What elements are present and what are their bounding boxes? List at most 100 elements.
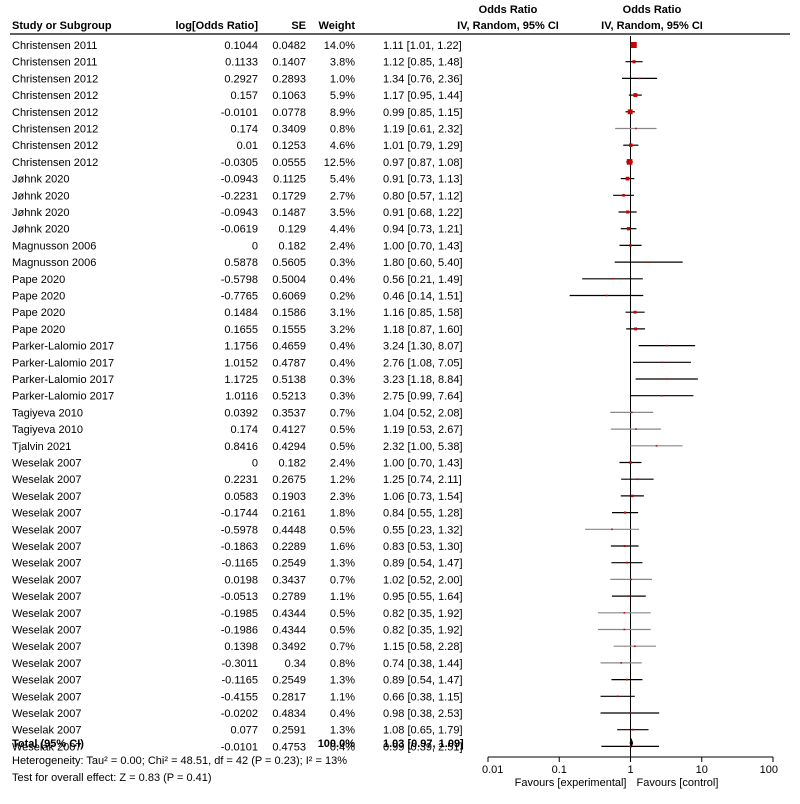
- ci-text: 1.19 [0.53, 2.67]: [383, 424, 463, 436]
- weight-value: 0.5%: [330, 524, 355, 536]
- point-estimate: [634, 645, 636, 647]
- column-headers: Odds Ratio Odds Ratio Study or Subgroup …: [10, 4, 790, 35]
- study-name: Tjalvin 2021: [12, 441, 71, 453]
- weight-value: 0.3%: [330, 257, 355, 269]
- log-or-value: 1.0116: [225, 391, 258, 403]
- study-name: Jøhnk 2020: [12, 207, 69, 219]
- ci-text: 0.91 [0.68, 1.22]: [383, 207, 463, 219]
- ci-text: 2.75 [0.99, 7.64]: [383, 391, 463, 403]
- ci-text: 0.97 [0.87, 1.08]: [383, 157, 463, 169]
- favours-left-label: Favours [experimental]: [515, 777, 627, 789]
- weight-value: 0.2%: [330, 291, 355, 303]
- log-or-value: 0.2927: [224, 73, 258, 85]
- x-tick-label: 1: [627, 764, 633, 776]
- weight-value: 2.3%: [330, 491, 355, 503]
- ci-text: 1.11 [1.01, 1.22]: [383, 40, 462, 52]
- ci-text: 0.94 [0.73, 1.21]: [383, 224, 463, 236]
- ci-text: 0.99 [0.39, 2.51]: [383, 741, 463, 753]
- study-row: Weselak 2007 -0.1165 0.2549 1.3% 0.89 [0.54,…: [12, 675, 463, 687]
- weight-value: 8.9%: [330, 107, 355, 119]
- study-row: Parker-Lalomio 2017 1.1756 0.4659 0.4% 3.24 …: [12, 341, 463, 353]
- log-or-value: 0.0392: [224, 407, 258, 419]
- point-estimate: [638, 77, 641, 80]
- study-row: Christensen 2012 -0.0305 0.0555 12.5% 0.97 […: [12, 157, 463, 169]
- point-estimate: [630, 578, 632, 581]
- point-estimate: [629, 712, 631, 714]
- ci-text: 0.74 [0.38, 1.44]: [383, 658, 463, 670]
- total-weight: 100.0%: [318, 738, 356, 750]
- log-or-value: 0.0198: [224, 574, 258, 586]
- log-or-value: -0.1165: [222, 675, 259, 687]
- ci-text: 0.46 [0.14, 1.51]: [383, 291, 463, 303]
- se-value: 0.5605: [272, 257, 306, 269]
- study-name: Tagiyeva 2010: [12, 407, 83, 419]
- weight-value: 1.1%: [330, 591, 355, 603]
- se-value: 0.1125: [273, 174, 306, 186]
- weight-value: 0.7%: [330, 641, 355, 653]
- point-estimate: [623, 612, 626, 614]
- se-value: 0.1555: [272, 324, 306, 336]
- total-label: Total (95% CI): [12, 738, 84, 750]
- study-name: Christensen 2012: [12, 73, 98, 85]
- se-value: 0.4294: [272, 441, 306, 453]
- plot-column-title: Odds Ratio: [623, 4, 682, 16]
- study-name: Christensen 2012: [12, 124, 98, 136]
- weight-value: 2.4%: [330, 458, 355, 470]
- se-value: 0.5213: [272, 391, 306, 403]
- log-or-value: 0.1655: [224, 324, 258, 336]
- study-name: Weselak 2007: [12, 691, 82, 703]
- weight-value: 0.5%: [330, 608, 355, 620]
- study-name: Weselak 2007: [12, 641, 82, 653]
- study-row: Christensen 2012 0.174 0.3409 0.8% 1.19 [0.6…: [12, 124, 463, 136]
- se-value: 0.34: [285, 658, 306, 670]
- log-or-value: 0.077: [230, 725, 258, 737]
- study-name: Weselak 2007: [12, 591, 82, 603]
- point-estimate: [605, 294, 608, 297]
- ci-text: 1.18 [0.87, 1.60]: [383, 324, 463, 336]
- se-value: 0.2789: [272, 591, 306, 603]
- study-name: Weselak 2007: [12, 541, 82, 553]
- ci-text: 0.56 [0.21, 1.49]: [383, 274, 463, 286]
- study-row: Weselak 2007 0 0.182 2.4% 1.00 [0.70, 1.43]: [12, 458, 463, 470]
- se-value: 0.1487: [272, 207, 306, 219]
- study-row: Weselak 2007 -0.1165 0.2549 1.3% 0.89 [0.54,…: [12, 558, 463, 570]
- study-name: Weselak 2007: [12, 508, 82, 520]
- study-name: Christensen 2011: [12, 57, 97, 69]
- study-row: Weselak 2007 0.0198 0.3437 0.7% 1.02 [0.52, …: [12, 574, 463, 586]
- se-value: 0.4753: [272, 741, 306, 753]
- se-value: 0.2549: [272, 675, 306, 687]
- log-or-value: 0: [252, 458, 258, 470]
- study-name: Weselak 2007: [12, 558, 82, 570]
- log-or-column-header: log[Odds Ratio]: [176, 20, 259, 32]
- se-column-header: SE: [291, 20, 306, 32]
- point-estimate: [624, 511, 627, 514]
- se-value: 0.3437: [272, 574, 306, 586]
- log-or-value: -0.2231: [221, 190, 258, 202]
- ci-text: 0.55 [0.23, 1.32]: [383, 524, 463, 536]
- weight-value: 0.8%: [330, 658, 355, 670]
- log-or-value: -0.0101: [221, 107, 258, 119]
- point-estimate: [633, 310, 637, 314]
- log-or-value: 0.1044: [224, 40, 258, 52]
- se-value: 0.2289: [272, 541, 306, 553]
- study-name: Pape 2020: [12, 324, 65, 336]
- point-estimate: [616, 695, 619, 698]
- log-or-value: -0.1744: [221, 508, 258, 520]
- point-estimate: [661, 394, 663, 397]
- weight-value: 0.4%: [330, 708, 355, 720]
- study-name: Jøhnk 2020: [12, 174, 69, 186]
- study-row: Weselak 2007 -0.0513 0.2789 1.1% 0.95 [0.55,…: [12, 591, 463, 603]
- study-row: Christensen 2012 0.2927 0.2893 1.0% 1.34 [0.…: [12, 73, 463, 85]
- se-value: 0.5138: [272, 374, 306, 386]
- study-name: Christensen 2011: [12, 40, 97, 52]
- study-row: Weselak 2007 -0.0202 0.4834 0.4% 0.98 [0.38,…: [12, 708, 463, 720]
- or-column-title: Odds Ratio: [479, 4, 538, 16]
- ci-text: 2.76 [1.08, 7.05]: [383, 357, 463, 369]
- x-tick-label: 100: [760, 764, 778, 776]
- weight-value: 0.4%: [330, 274, 355, 286]
- se-value: 0.6069: [272, 291, 306, 303]
- weight-column-header: Weight: [319, 20, 356, 32]
- se-value: 0.4344: [272, 625, 306, 637]
- study-row: Weselak 2007 -0.1985 0.4344 0.5% 0.82 [0.35,…: [12, 608, 463, 620]
- weight-value: 1.3%: [330, 675, 355, 687]
